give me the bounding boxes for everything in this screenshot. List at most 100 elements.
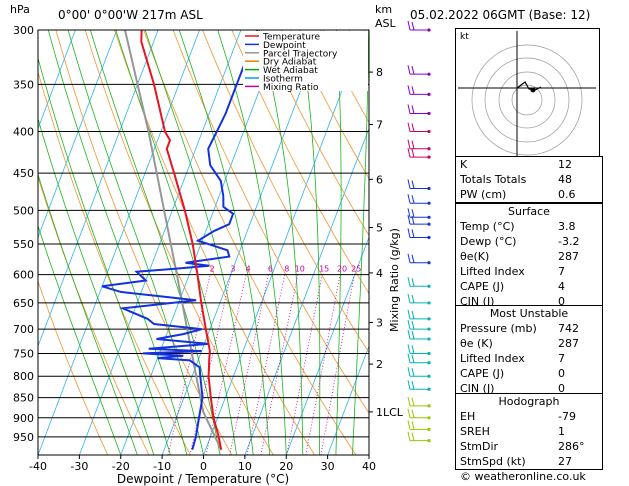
wind-barb-icon xyxy=(427,374,431,378)
mu-title: Most Unstable xyxy=(489,307,569,320)
wind-barb-icon xyxy=(427,215,431,219)
x-tick-label: -30 xyxy=(70,460,88,473)
wind-barb-icon xyxy=(411,123,415,132)
dewpoint-trace xyxy=(101,30,259,450)
wind-barb-icon xyxy=(407,215,411,225)
theta-e-label: θe(K) xyxy=(460,250,490,263)
hodograph-ring xyxy=(484,57,570,143)
pressure-tick-label: 500 xyxy=(13,204,34,217)
pressure-tick-label: 400 xyxy=(13,126,34,139)
wet-adiabat-line xyxy=(258,30,304,455)
li-value: 7 xyxy=(558,265,565,278)
eh-value: -79 xyxy=(558,410,576,423)
temperature-trace xyxy=(140,30,223,450)
x-axis-label: Dewpoint / Temperature (°C) xyxy=(117,472,289,486)
wind-barb-icon xyxy=(411,409,415,418)
legend-label: Temperature xyxy=(262,33,320,43)
dewp-label: Dewp (°C) xyxy=(460,235,517,248)
wind-barb-icon xyxy=(427,186,431,191)
mu-cin-value: 0 xyxy=(558,382,565,395)
wind-barb-icon xyxy=(411,66,415,75)
height-km-label: 4 xyxy=(376,267,383,280)
isotherm-line xyxy=(79,30,242,455)
wind-barb-icon xyxy=(427,92,431,96)
isotherm-line xyxy=(203,30,366,455)
wind-barb-icon xyxy=(407,420,411,430)
wind-barb-icon xyxy=(411,209,415,218)
x-tick-label: -10 xyxy=(153,460,171,473)
mixing-ratio-line xyxy=(320,274,355,455)
mu-cin-label: CIN (J) xyxy=(460,382,495,395)
surface-title: Surface xyxy=(508,205,550,218)
pressure-tick-label: 450 xyxy=(13,167,34,180)
hodograph-title: Hodograph xyxy=(498,395,560,408)
cin-value: 0 xyxy=(558,295,565,308)
wind-barb-icon xyxy=(407,179,411,189)
wind-barb-icon xyxy=(427,404,431,408)
wind-barb-icon xyxy=(411,320,415,330)
mixing-ratio-line xyxy=(246,274,286,455)
height-km-label: 7 xyxy=(376,118,383,131)
wind-barb-icon xyxy=(407,431,411,441)
wind-barb-icon xyxy=(411,330,415,340)
wind-barb-icon xyxy=(411,148,415,158)
wind-barb-icon xyxy=(427,351,431,356)
totals-label: Totals Totals xyxy=(460,173,527,186)
hodograph-table: Hodograph EH -79 SREH 1 StmDir 286° StmSpd … xyxy=(455,393,603,470)
temp-label: Temp (°C) xyxy=(460,220,515,233)
mixing-ratio-label: 8 xyxy=(284,265,289,274)
wind-barb-icon xyxy=(407,309,411,319)
dry-adiabat-line xyxy=(231,30,369,295)
pw-value: 0.6 xyxy=(558,188,576,201)
pressure-tick-label: 750 xyxy=(13,347,34,360)
dewp-value: -3.2 xyxy=(558,235,580,248)
legend-label: Mixing Ratio xyxy=(263,83,319,93)
credit-footer: © weatheronline.co.uk xyxy=(460,470,586,483)
x-tick-label: 30 xyxy=(321,460,335,473)
wind-barb-icon xyxy=(411,354,415,363)
wind-barb-icon xyxy=(411,229,415,238)
wind-barb-icon xyxy=(407,20,411,31)
cin-label: CIN (J) xyxy=(460,295,495,308)
height-km-label: 5 xyxy=(376,222,383,235)
wind-barb-icon xyxy=(427,387,431,391)
wind-barb-icon xyxy=(411,195,415,204)
mixing-ratio-label: 6 xyxy=(268,265,273,274)
surface-table: Surface Temp (°C) 3.8 Dewp (°C) -3.2 θe(K)… xyxy=(455,203,603,310)
isotherm-line xyxy=(244,127,369,455)
legend-label: Dewpoint xyxy=(263,41,306,51)
wind-barb-icon xyxy=(427,129,431,134)
wind-barb-icon xyxy=(411,86,415,95)
hodograph-plot: kt xyxy=(455,28,600,173)
wind-barb-icon xyxy=(407,194,411,204)
height-km-label: 1LCL xyxy=(376,406,404,419)
theta-e-value: 287 xyxy=(558,250,579,263)
wind-barb-icon xyxy=(407,293,411,304)
wind-barb-icon xyxy=(407,208,411,218)
wind-barb-icon xyxy=(411,368,415,377)
pressure-tick-label: 300 xyxy=(13,24,34,37)
wet-adiabat-line xyxy=(299,30,321,455)
isotherm-line xyxy=(327,344,369,455)
eh-label: EH xyxy=(460,410,476,423)
sreh-label: SREH xyxy=(460,425,490,438)
wind-barb-icon xyxy=(411,140,415,149)
wind-barb-icon xyxy=(427,416,431,420)
mixing-ratio-axis-label: Mixing Ratio (g/kg) xyxy=(388,228,401,332)
pressure-tick-label: 950 xyxy=(13,431,34,444)
pressure-tick-label: 550 xyxy=(13,238,34,251)
wind-barb-icon xyxy=(411,294,415,304)
most-unstable-table: Most Unstable Pressure (mb) 742 θe (K) 287… xyxy=(455,305,603,397)
hodograph-unit-label: kt xyxy=(460,32,469,42)
wind-barb-icon xyxy=(427,317,431,321)
height-km-label: 2 xyxy=(376,358,383,371)
mixing-ratio-label: 2 xyxy=(210,265,215,274)
wind-barb-icon xyxy=(407,104,411,114)
height-km-label: 8 xyxy=(376,66,383,79)
wind-barb-icon xyxy=(407,65,411,75)
asl-label: ASL xyxy=(375,17,396,30)
parcel-trace xyxy=(124,30,223,451)
x-tick-label: 10 xyxy=(238,460,252,473)
pw-label: PW (cm) xyxy=(460,188,507,201)
legend-label: Dry Adiabat xyxy=(263,58,317,68)
